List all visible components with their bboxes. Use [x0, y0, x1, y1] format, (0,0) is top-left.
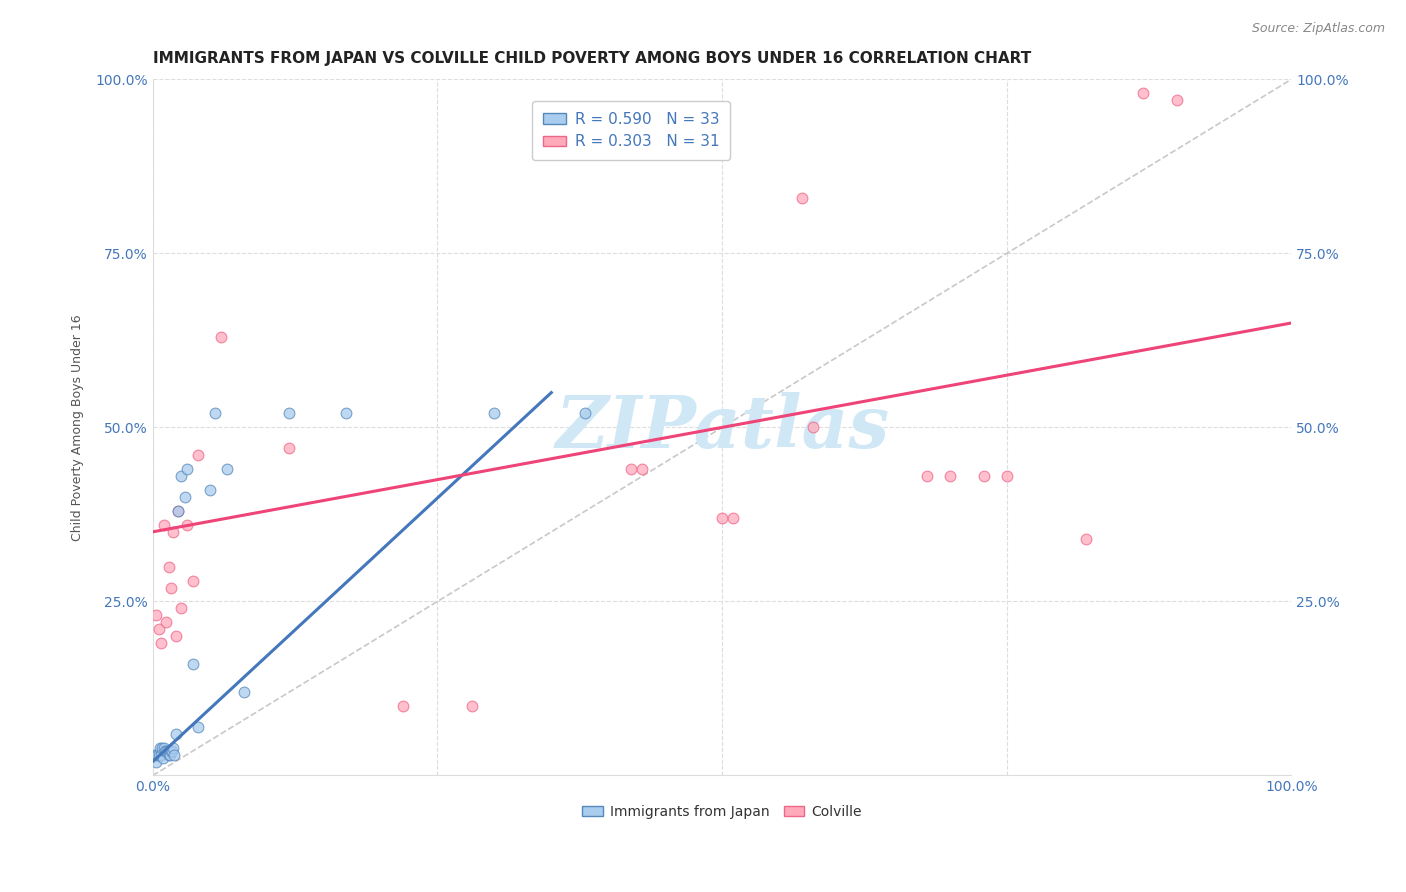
- Point: [973, 469, 995, 483]
- Point: [159, 747, 181, 762]
- Point: [790, 191, 813, 205]
- Point: [152, 751, 174, 765]
- Point: [149, 636, 172, 650]
- Point: [620, 462, 643, 476]
- Point: [157, 559, 180, 574]
- Point: [176, 462, 198, 476]
- Point: [209, 330, 232, 344]
- Point: [149, 747, 172, 762]
- Point: [162, 524, 184, 539]
- Point: [173, 490, 195, 504]
- Point: [176, 517, 198, 532]
- Point: [1166, 93, 1188, 107]
- Point: [1132, 87, 1154, 101]
- Point: [187, 720, 209, 734]
- Point: [723, 511, 745, 525]
- Text: ZIPatlas: ZIPatlas: [555, 392, 889, 463]
- Point: [801, 420, 824, 434]
- Point: [155, 744, 177, 758]
- Point: [170, 601, 193, 615]
- Point: [181, 574, 204, 588]
- Point: [143, 747, 166, 762]
- Point: [187, 448, 209, 462]
- Point: [167, 504, 190, 518]
- Point: [156, 744, 179, 758]
- Point: [215, 462, 238, 476]
- Point: [939, 469, 962, 483]
- Point: [150, 740, 173, 755]
- Point: [165, 727, 187, 741]
- Point: [146, 747, 169, 762]
- Y-axis label: Child Poverty Among Boys Under 16: Child Poverty Among Boys Under 16: [72, 314, 84, 541]
- Point: [165, 629, 187, 643]
- Point: [711, 511, 734, 525]
- Text: IMMIGRANTS FROM JAPAN VS COLVILLE CHILD POVERTY AMONG BOYS UNDER 16 CORRELATION : IMMIGRANTS FROM JAPAN VS COLVILLE CHILD …: [153, 51, 1031, 66]
- Point: [167, 504, 190, 518]
- Point: [181, 657, 204, 672]
- Point: [163, 747, 186, 762]
- Point: [392, 698, 415, 713]
- Point: [145, 755, 167, 769]
- Point: [153, 517, 176, 532]
- Point: [278, 442, 301, 456]
- Point: [1076, 532, 1098, 546]
- Point: [157, 747, 180, 762]
- Point: [204, 407, 226, 421]
- Text: Source: ZipAtlas.com: Source: ZipAtlas.com: [1251, 22, 1385, 36]
- Point: [574, 407, 596, 421]
- Point: [153, 740, 176, 755]
- Legend: Immigrants from Japan, Colville: Immigrants from Japan, Colville: [576, 799, 868, 824]
- Point: [631, 462, 654, 476]
- Point: [160, 744, 183, 758]
- Point: [149, 740, 172, 755]
- Point: [484, 407, 506, 421]
- Point: [335, 407, 357, 421]
- Point: [915, 469, 938, 483]
- Point: [160, 581, 183, 595]
- Point: [198, 483, 221, 497]
- Point: [145, 608, 167, 623]
- Point: [160, 744, 183, 758]
- Point: [148, 622, 170, 636]
- Point: [995, 469, 1018, 483]
- Point: [278, 407, 301, 421]
- Point: [232, 685, 254, 699]
- Point: [155, 615, 177, 630]
- Point: [155, 744, 177, 758]
- Point: [162, 740, 184, 755]
- Point: [170, 469, 193, 483]
- Point: [460, 698, 482, 713]
- Point: [148, 747, 170, 762]
